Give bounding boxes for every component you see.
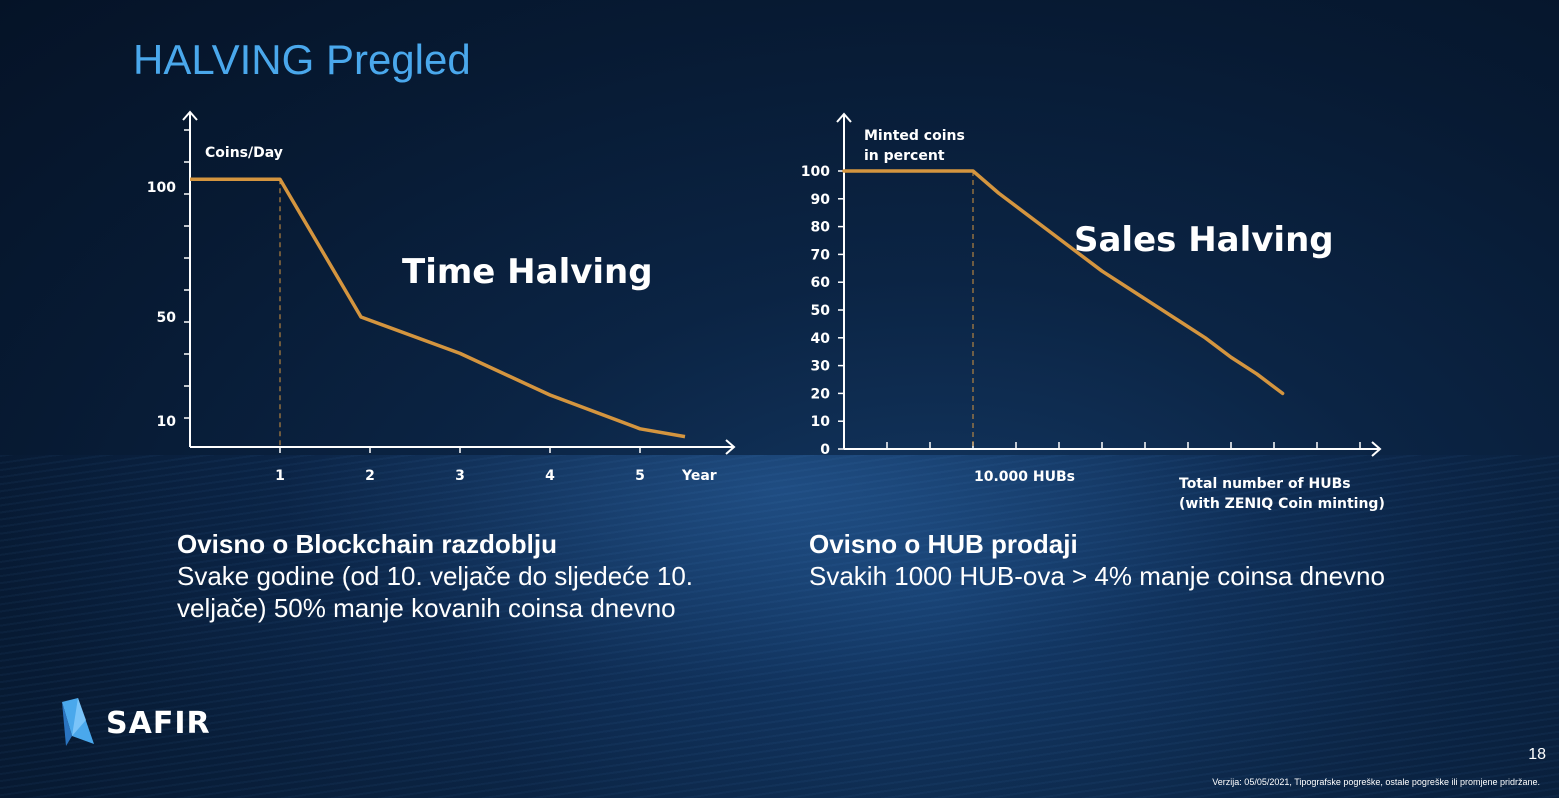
description-heading: Ovisno o HUB prodaji — [809, 529, 1078, 559]
y-axis-label: Coins/Day — [205, 145, 283, 161]
safir-logo-icon — [62, 698, 94, 746]
x-axis-label: Year — [681, 468, 717, 484]
y-axis-label-line-1: Minted coins — [864, 128, 965, 144]
page-number: 18 — [1528, 746, 1546, 763]
data-line — [842, 169, 1285, 396]
footer-note: Verzija: 05/05/2021, Tipografske pogrešk… — [1212, 777, 1540, 787]
x-axis-label-line-2: (with ZENIQ Coin minting) — [1179, 496, 1385, 512]
x-axis-arrow — [725, 439, 736, 455]
logo-text: SAFIR — [106, 705, 211, 741]
y-tick-label: 10 — [811, 414, 831, 430]
chart-title: Time Halving — [402, 252, 653, 292]
y-tick-label: 30 — [811, 359, 831, 375]
x-tick-label: 1 — [275, 468, 285, 484]
x-tick-label: 3 — [455, 468, 465, 484]
y-tick-label: 60 — [811, 275, 831, 291]
y-tick-label: 90 — [811, 192, 831, 208]
description-heading: Ovisno o Blockchain razdoblju — [177, 529, 557, 559]
y-tick-label: 50 — [157, 310, 177, 326]
x-marker-label: 10.000 HUBs — [974, 469, 1075, 485]
y-axis-label-line-2: in percent — [864, 148, 945, 164]
description-body: Svakih 1000 HUB-ova > 4% manje coinsa dn… — [809, 561, 1385, 591]
x-tick-label: 5 — [635, 468, 645, 484]
data-line — [190, 177, 686, 439]
y-tick-label: 40 — [811, 331, 831, 347]
y-tick-label: 0 — [820, 442, 830, 458]
description-right: Ovisno o HUB prodaji Svakih 1000 HUB-ova… — [809, 528, 1509, 592]
y-tick-label: 70 — [811, 247, 831, 263]
sales-halving-axes — [836, 112, 1382, 457]
x-axis-arrow — [1371, 441, 1382, 457]
x-tick-label: 2 — [365, 468, 375, 484]
y-tick-label: 100 — [801, 164, 830, 180]
y-axis-arrow — [836, 112, 852, 123]
y-tick-label: 10 — [157, 414, 177, 430]
safir-logo: SAFIR — [58, 698, 211, 748]
y-axis-arrow — [182, 110, 198, 121]
description-left: Ovisno o Blockchain razdoblju Svake godi… — [177, 528, 697, 624]
y-tick-label: 80 — [811, 220, 831, 236]
y-tick-label: 100 — [147, 180, 176, 196]
x-axis-label-line-1: Total number of HUBs — [1179, 476, 1351, 492]
x-tick-label: 4 — [545, 468, 555, 484]
slide-title: HALVING Pregled — [133, 36, 471, 83]
y-tick-label: 50 — [811, 303, 831, 319]
y-tick-label: 20 — [811, 386, 831, 402]
description-body: Svake godine (od 10. veljače do sljedeće… — [177, 561, 694, 623]
chart-title: Sales Halving — [1074, 220, 1334, 260]
background-wave — [0, 455, 1559, 798]
